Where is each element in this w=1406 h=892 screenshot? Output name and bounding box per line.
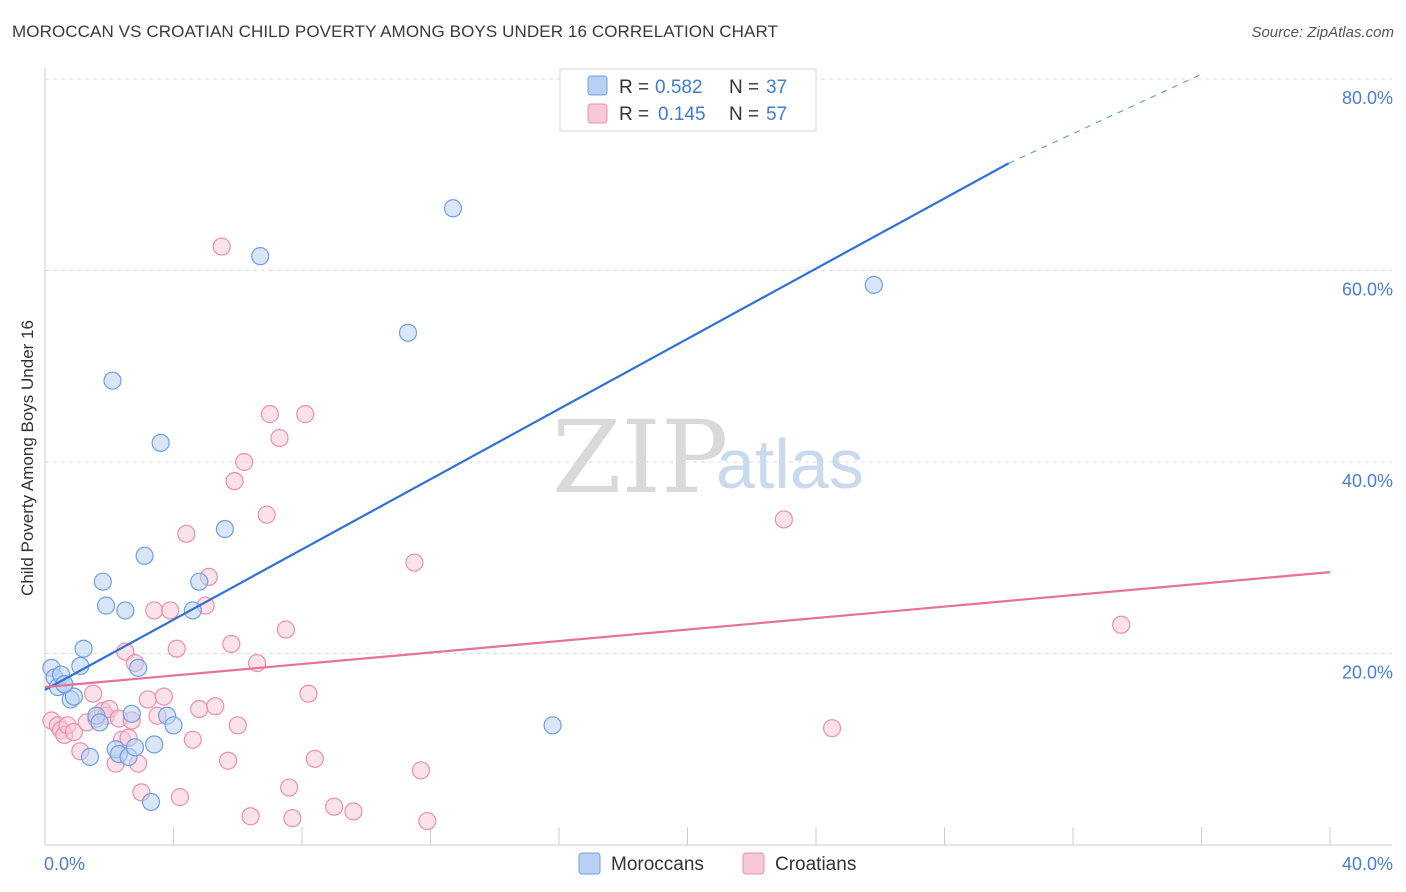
- legend-r-value-croatian: 0.145: [658, 104, 706, 125]
- croatian-point-48: [283, 809, 302, 828]
- moroccan-point-20: [125, 738, 145, 757]
- croatian-point-57: [774, 510, 793, 529]
- moroccan-point-24: [145, 735, 164, 754]
- x-tick-label-max: 40.0%: [1342, 854, 1393, 874]
- croatian-point-34: [206, 697, 225, 716]
- croatian-point-39: [228, 716, 247, 735]
- croatian-point-31: [190, 699, 209, 719]
- croatian-point-22: [138, 690, 157, 709]
- croatian-point-28: [170, 788, 190, 807]
- croatian-point-51: [305, 749, 324, 768]
- bottom-legend-swatch-croatian: [742, 852, 765, 875]
- bottom-legend-label-croatian: Croatians: [775, 854, 856, 875]
- croatian-point-54: [405, 553, 424, 572]
- legend-n-value-moroccan: 37: [766, 77, 787, 98]
- moroccan-point-7: [71, 656, 90, 676]
- y-tick-label-60: 60.0%: [1342, 280, 1393, 300]
- croatian-point-56: [418, 811, 437, 831]
- croatian-point-50: [299, 684, 318, 703]
- trend-lines: [44, 73, 1331, 691]
- moroccan-point-8: [74, 639, 93, 658]
- moroccan-point-14: [103, 371, 122, 390]
- croatian-trend-line: [44, 571, 1331, 689]
- moroccan-point-30: [215, 519, 234, 539]
- moroccan-trend-extension: [1008, 73, 1202, 164]
- croatian-point-23: [145, 601, 164, 620]
- croatian-point-36: [219, 751, 238, 770]
- y-tick-label-80: 80.0%: [1342, 88, 1393, 108]
- moroccan-point-32: [398, 323, 418, 342]
- moroccan-point-27: [164, 716, 183, 735]
- source-label: Source: ZipAtlas.com: [1251, 24, 1394, 41]
- moroccan-point-28: [183, 601, 202, 620]
- y-axis-label: Child Poverty Among Boys Under 16: [18, 320, 37, 596]
- croatian-point-29: [177, 524, 196, 543]
- croatian-point-52: [325, 797, 344, 816]
- moroccan-point-25: [151, 433, 170, 452]
- croatian-point-40: [235, 452, 254, 472]
- watermark-atlas: atlas: [716, 425, 864, 503]
- moroccan-point-34: [543, 716, 562, 735]
- moroccan-point-6: [64, 687, 84, 706]
- chart-title: MOROCCAN VS CROATIAN CHILD POVERTY AMONG…: [12, 22, 779, 41]
- croatian-point-27: [167, 639, 186, 658]
- croatian-point-53: [344, 802, 363, 821]
- legend-swatch-moroccan: [587, 75, 608, 96]
- bottom-legend-swatch-moroccan: [578, 852, 601, 875]
- grid-lines: [45, 78, 1392, 654]
- y-tick-labels: 20.0% 40.0% 60.0% 80.0%: [1342, 88, 1393, 683]
- croatian-point-5: [64, 722, 84, 742]
- moroccan-point-9: [80, 747, 100, 767]
- croatian-point-26: [161, 601, 180, 620]
- croatian-point-45: [270, 428, 289, 448]
- croatian-point-49: [296, 405, 315, 424]
- moroccan-point-23: [141, 792, 161, 812]
- moroccan-points: [42, 199, 883, 812]
- legend-n-label-moroccan: N =: [729, 77, 759, 98]
- croatian-point-44: [260, 405, 279, 424]
- croatian-point-38: [225, 472, 244, 491]
- legend-swatch-croatian: [587, 103, 608, 124]
- legend-r-label-moroccan: R =: [619, 77, 649, 98]
- x-tick-marks: [44, 827, 1331, 845]
- y-tick-label-20: 20.0%: [1342, 663, 1393, 683]
- legend-bottom: Moroccans Croatians: [578, 852, 856, 875]
- y-tick-label-40: 40.0%: [1342, 471, 1393, 491]
- croatian-point-35: [212, 237, 231, 256]
- croatian-point-8: [84, 684, 103, 703]
- croatian-point-43: [257, 505, 276, 524]
- croatian-point-55: [411, 761, 430, 780]
- x-tick-label-min: 0.0%: [44, 854, 85, 874]
- moroccan-point-33: [443, 199, 463, 218]
- moroccan-point-11: [90, 713, 109, 732]
- bottom-legend-label-moroccan: Moroccans: [611, 854, 704, 875]
- moroccan-point-31: [251, 247, 270, 266]
- watermark-zip: ZIP: [552, 399, 728, 516]
- croatian-point-37: [222, 634, 241, 654]
- legend-n-label-croatian: N =: [729, 104, 759, 125]
- legend-r-value-moroccan: 0.582: [655, 77, 703, 98]
- moroccan-point-21: [129, 658, 148, 677]
- croatian-point-58: [822, 719, 842, 738]
- legend-r-label-croatian: R =: [619, 104, 649, 125]
- croatian-point-47: [280, 778, 299, 797]
- moroccan-point-13: [96, 596, 116, 615]
- croatian-points: [42, 237, 1131, 831]
- moroccan-point-35: [864, 275, 883, 294]
- croatian-point-46: [276, 620, 296, 639]
- croatian-point-25: [154, 687, 173, 706]
- legend-top: R = 0.582 N = 37 R = 0.145 N = 57: [559, 68, 817, 132]
- moroccan-point-19: [122, 704, 141, 723]
- legend-n-value-croatian: 57: [766, 104, 787, 125]
- moroccan-point-22: [135, 546, 154, 565]
- croatian-point-41: [241, 807, 260, 826]
- moroccan-point-17: [116, 601, 135, 620]
- moroccan-point-12: [93, 572, 112, 591]
- croatian-point-59: [1112, 615, 1131, 634]
- moroccan-point-29: [190, 572, 209, 591]
- croatian-point-30: [183, 730, 202, 749]
- moroccan-trend-line: [44, 162, 1010, 691]
